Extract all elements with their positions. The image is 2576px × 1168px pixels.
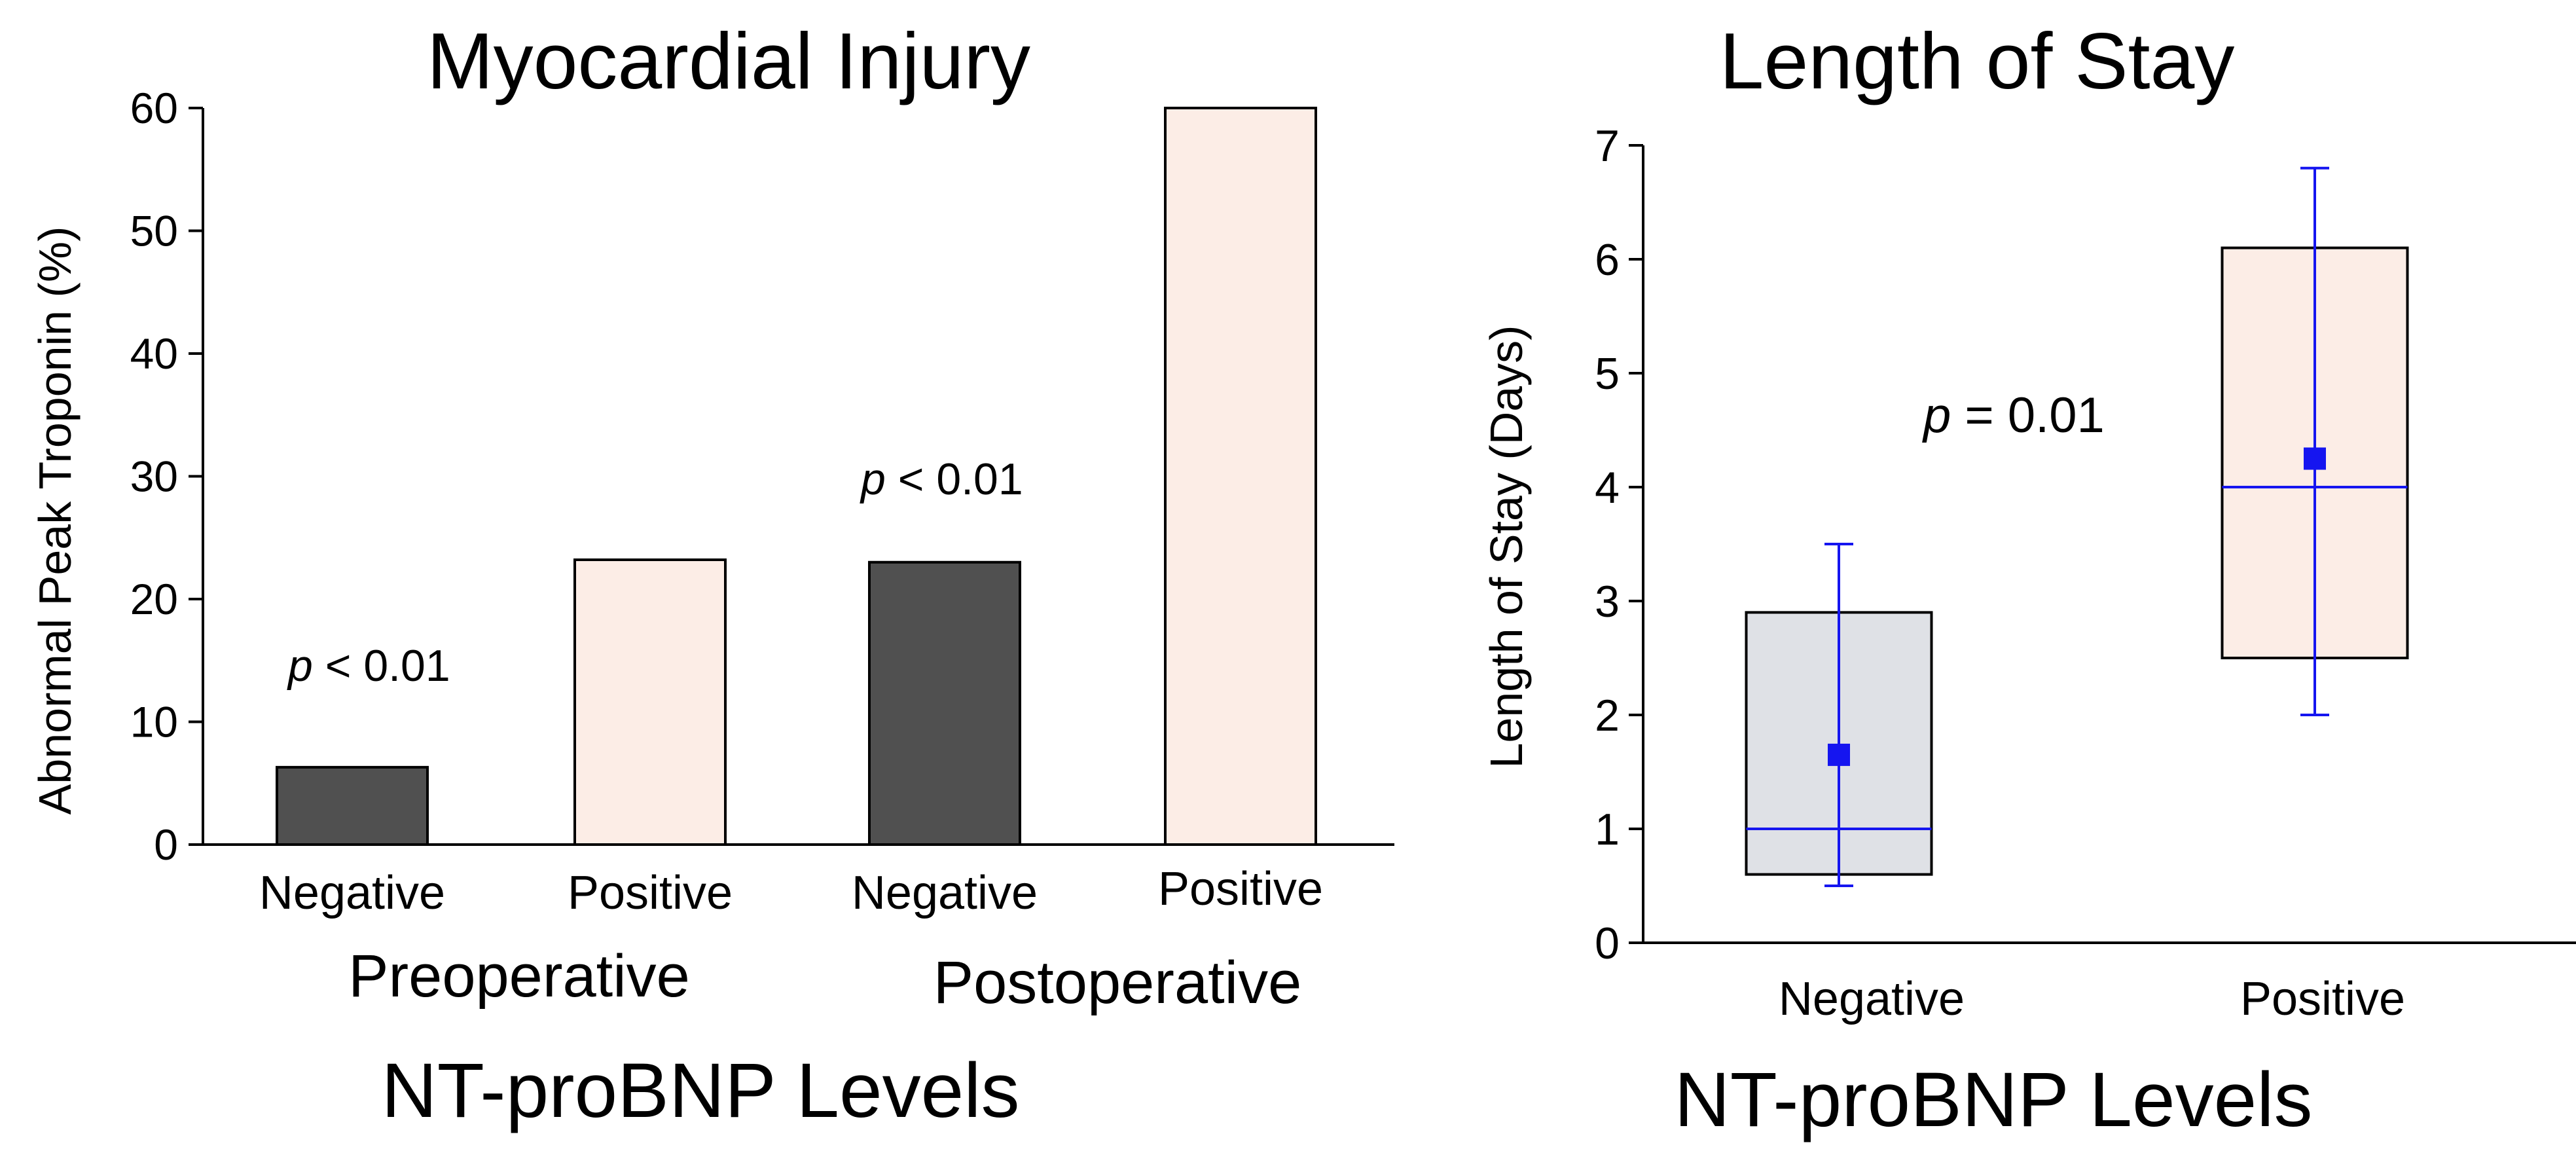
p-symbol: p — [860, 454, 886, 504]
group-label-postoperative: Postoperative — [934, 949, 1302, 1016]
y-tick-label: 20 — [130, 575, 178, 623]
y-tick-label: 7 — [1595, 121, 1620, 171]
x-tick-label: Positive — [568, 867, 733, 919]
y-tick-label: 40 — [130, 329, 178, 378]
myocardial-injury-chart: Myocardial Injury Abnormal Peak Troponin… — [29, 16, 1394, 1134]
mean-marker — [1828, 743, 1850, 766]
box-chart-xlabel: NT-proBNP Levels — [1675, 1057, 2313, 1143]
x-tick-label: Negative — [1779, 973, 1965, 1025]
bar-negative-postoperative — [868, 560, 1021, 846]
p-value-annotation-los: p = 0.01 — [1922, 388, 2105, 443]
bar-chart-x-ticks: Negative Positive Negative Positive — [259, 863, 1323, 919]
box-chart-y-ticks: 0 1 2 3 4 5 6 7 — [1595, 121, 1643, 968]
y-tick-label: 4 — [1595, 463, 1620, 513]
p-value-text: = 0.01 — [1951, 388, 2105, 443]
bar-chart-ylabel: Abnormal Peak Troponin (%) — [29, 227, 81, 815]
bar-chart-xlabel: NT-proBNP Levels — [382, 1048, 1020, 1134]
p-value-annotation-postoperative: p < 0.01 — [860, 454, 1023, 504]
box-chart-boxes — [1745, 166, 2409, 887]
y-tick-label: 10 — [130, 698, 178, 746]
y-tick-label: 1 — [1595, 805, 1620, 854]
mean-marker — [2304, 447, 2326, 470]
y-tick-label: 0 — [1595, 919, 1620, 968]
box-chart-ylabel: Length of Stay (Days) — [1481, 325, 1532, 769]
p-symbol: p — [1922, 388, 1951, 443]
box-positive — [2221, 166, 2409, 716]
x-tick-label: Positive — [2240, 973, 2405, 1025]
box-chart-x-ticks: Negative Positive — [1779, 973, 2405, 1025]
bar-chart-y-ticks: 0 10 20 30 40 50 60 — [130, 84, 203, 869]
p-value-text: < 0.01 — [886, 454, 1023, 504]
bar-negative-preoperative — [276, 765, 429, 846]
x-tick-label: Negative — [259, 867, 445, 919]
length-of-stay-chart: Length of Stay Length of Stay (Days) 0 1 2… — [1481, 16, 2576, 1143]
y-tick-label: 50 — [130, 207, 178, 255]
y-tick-label: 3 — [1595, 577, 1620, 627]
p-value-text: < 0.01 — [313, 641, 450, 691]
p-symbol: p — [287, 641, 313, 691]
y-tick-label: 6 — [1595, 235, 1620, 285]
bar-positive-postoperative — [1164, 107, 1317, 846]
bar-chart-bars — [276, 107, 1317, 846]
y-tick-label: 60 — [130, 84, 178, 132]
group-label-preoperative: Preoperative — [348, 943, 690, 1010]
x-tick-label: Positive — [1158, 863, 1323, 915]
x-tick-label: Negative — [852, 867, 1038, 919]
y-tick-label: 5 — [1595, 349, 1620, 399]
box-negative — [1745, 543, 1933, 887]
y-tick-label: 2 — [1595, 691, 1620, 740]
bar-positive-preoperative — [573, 558, 727, 846]
y-tick-label: 0 — [154, 820, 178, 869]
bar-chart-title: Myocardial Injury — [427, 16, 1030, 105]
y-tick-label: 30 — [130, 452, 178, 501]
box-chart-title: Length of Stay — [1720, 16, 2235, 105]
p-value-annotation-preoperative: p < 0.01 — [287, 641, 450, 691]
